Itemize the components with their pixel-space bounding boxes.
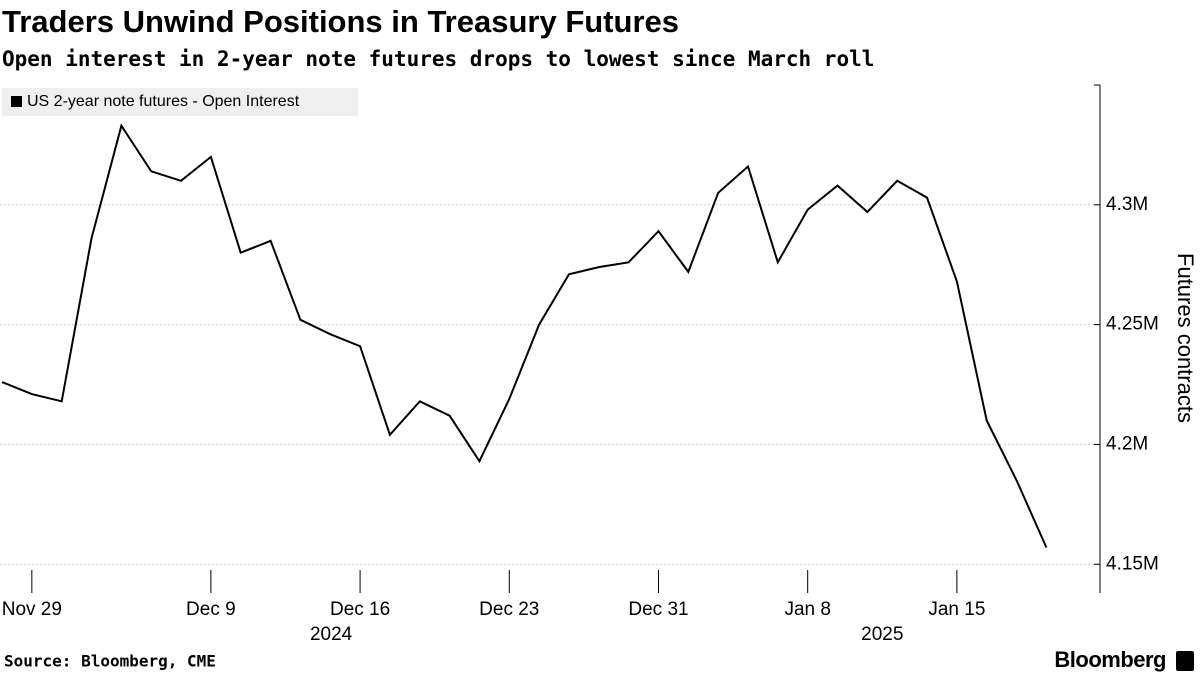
y-tick-label: 4.25M: [1106, 314, 1159, 335]
source: Source: Bloomberg, CME: [4, 652, 216, 671]
legend-background: [2, 88, 358, 116]
x-tick-label: Jan 15: [928, 599, 985, 620]
legend-label: US 2-year note futures - Open Interest: [27, 93, 300, 110]
x-tick-label: Dec 31: [628, 599, 688, 620]
brand: Bloomberg: [1054, 647, 1166, 672]
brand-icon: [1176, 651, 1194, 671]
chart-subtitle: Open interest in 2-year note futures dro…: [2, 47, 874, 71]
y-axis-label: Futures contracts: [1173, 253, 1198, 423]
y-tick-label: 4.15M: [1106, 553, 1159, 574]
x-year-label: 2025: [861, 624, 903, 645]
chart-title: Traders Unwind Positions in Treasury Fut…: [2, 4, 679, 39]
y-tick-label: 4.3M: [1106, 194, 1148, 215]
data-line: [1, 123, 1048, 548]
x-tick-label: Jan 8: [784, 599, 830, 620]
x-tick-label: Dec 9: [186, 599, 236, 620]
x-year-label: 2024: [310, 624, 353, 645]
x-tick-label: Dec 16: [330, 599, 390, 620]
x-tick-label: Nov 29: [2, 599, 62, 620]
x-tick-label: Dec 23: [479, 599, 539, 620]
y-tick-label: 4.2M: [1106, 433, 1148, 454]
legend-swatch: [11, 96, 22, 107]
